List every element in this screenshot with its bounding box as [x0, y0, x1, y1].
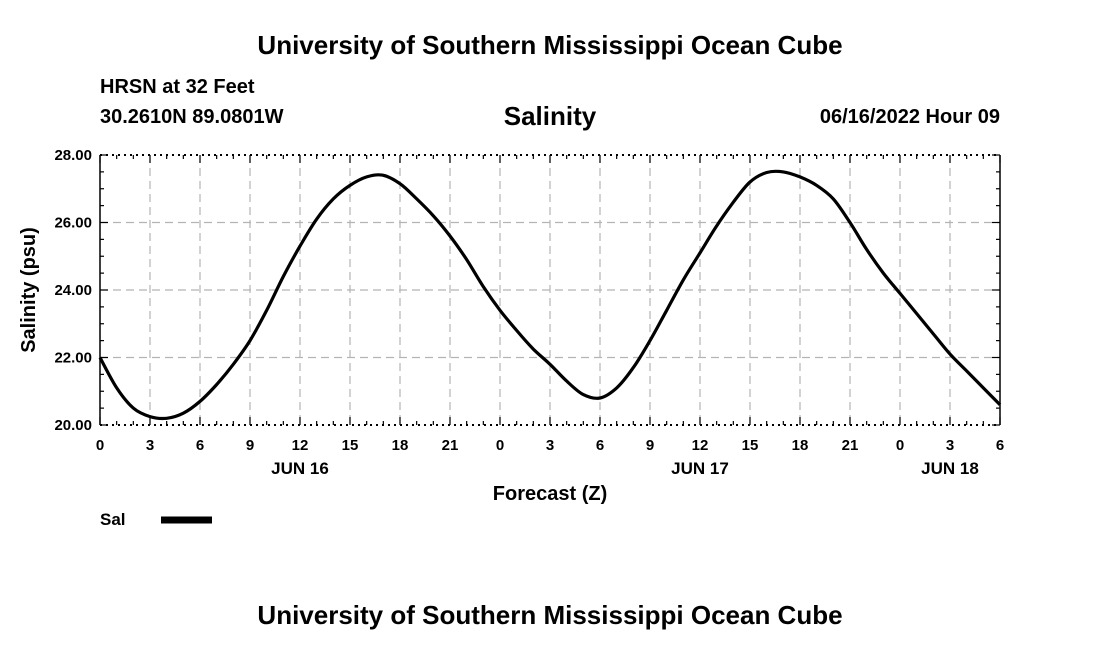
- tick-marks: [99, 154, 1001, 426]
- x-tick-label: 3: [146, 437, 154, 454]
- y-tick-label: 28.00: [54, 147, 92, 164]
- x-tick-label: 6: [596, 437, 604, 454]
- x-tick-label: 21: [442, 437, 459, 454]
- x-tick-label: 18: [392, 437, 409, 454]
- day-label: JUN 17: [671, 459, 729, 478]
- chart-title-top: University of Southern Mississippi Ocean…: [257, 30, 843, 60]
- y-tick-label: 26.00: [54, 215, 92, 232]
- station-label: HRSN at 32 Feet: [100, 76, 255, 98]
- x-axis-label: Forecast (Z): [493, 483, 607, 505]
- x-tick-label: 15: [742, 437, 759, 454]
- x-tick-label: 6: [996, 437, 1004, 454]
- x-tick-label: 3: [546, 437, 554, 454]
- day-label: JUN 18: [921, 459, 979, 478]
- y-tick-label: 24.00: [54, 282, 92, 299]
- chart-title-bottom: University of Southern Mississippi Ocean…: [257, 600, 843, 630]
- x-tick-label: 21: [842, 437, 859, 454]
- series-line-sal: [98, 169, 1002, 421]
- x-tick-label: 9: [646, 437, 654, 454]
- x-tick-label: 6: [196, 437, 204, 454]
- y-axis-label: Salinity (psu): [18, 227, 40, 353]
- x-tick-label: 12: [692, 437, 709, 454]
- x-tick-label: 9: [246, 437, 254, 454]
- tick-labels: 0 3 6 9 12 15 18 21 0 3 6 9 12 15 18 21 0 3 6 20.00 22.00 24.…: [54, 147, 1004, 478]
- x-tick-label: 0: [96, 437, 104, 454]
- x-tick-label: 15: [342, 437, 359, 454]
- x-tick-label: 3: [946, 437, 954, 454]
- y-tick-label: 20.00: [54, 417, 92, 434]
- plot-title: Salinity: [503, 101, 597, 131]
- station-coords: 30.2610N 89.0801W: [100, 106, 284, 128]
- x-tick-label: 18: [792, 437, 809, 454]
- grid-lines: [100, 155, 1000, 425]
- forecast-datetime: 06/16/2022 Hour 09: [819, 106, 1000, 128]
- day-label: JUN 16: [271, 459, 329, 478]
- legend-label: Sal: [100, 510, 126, 529]
- series-lines: [98, 169, 1002, 421]
- x-tick-label: 12: [292, 437, 309, 454]
- x-tick-label: 0: [496, 437, 504, 454]
- x-tick-label: 0: [896, 437, 904, 454]
- y-tick-label: 22.00: [54, 350, 92, 367]
